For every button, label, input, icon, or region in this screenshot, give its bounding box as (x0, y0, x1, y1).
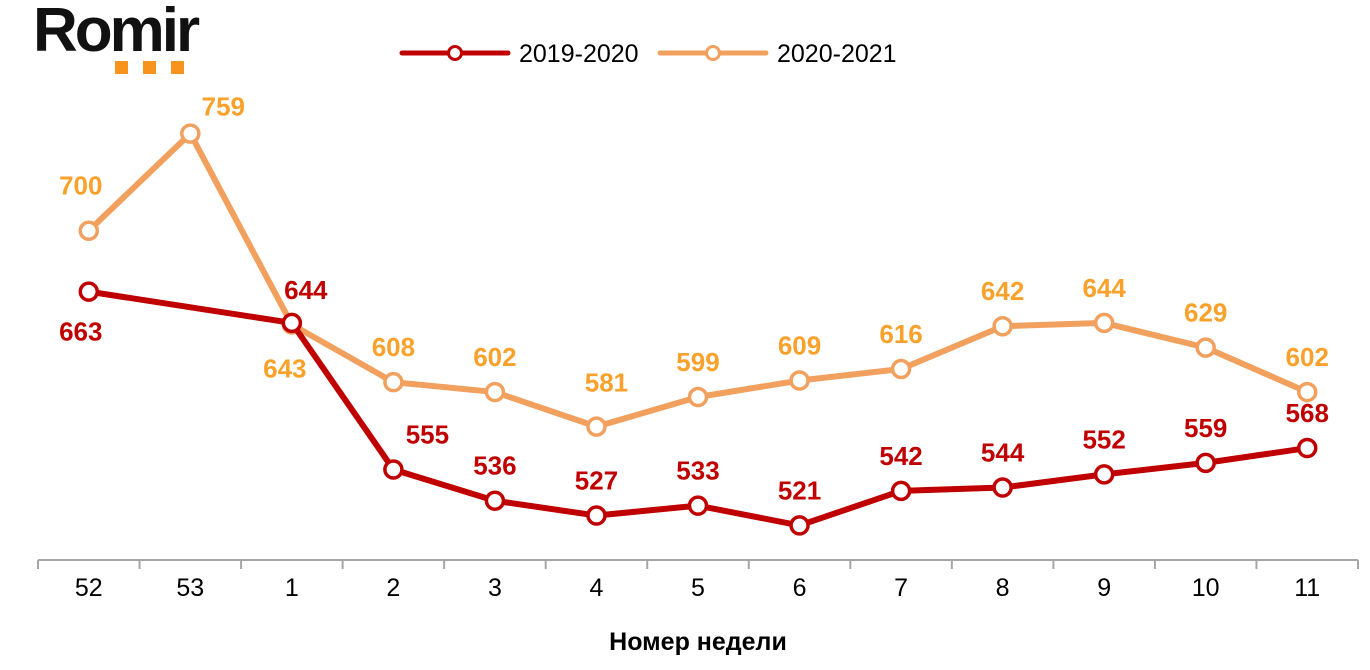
data-point-marker (687, 386, 709, 408)
data-label: 542 (879, 441, 922, 471)
data-point-marker (992, 477, 1013, 498)
data-label: 759 (202, 92, 245, 122)
x-axis-tick-label: 52 (75, 574, 103, 602)
romir-logo-text: Romir (33, 0, 200, 65)
data-point-marker (1093, 464, 1115, 485)
x-axis-tick-label: 3 (488, 574, 502, 602)
data-point-marker (992, 315, 1013, 337)
logo-dot (143, 61, 156, 74)
data-label: 609 (778, 331, 821, 361)
data-point-marker (586, 505, 607, 526)
logo-dot (115, 61, 128, 74)
x-axis-tick-label: 5 (691, 574, 705, 602)
x-axis-tick-label: 10 (1192, 574, 1220, 602)
data-point-marker (1195, 452, 1216, 474)
legend-marker (705, 45, 721, 61)
data-point-marker (281, 312, 303, 334)
data-point-marker (484, 381, 506, 403)
data-label: 521 (778, 475, 821, 505)
data-point-marker (586, 416, 607, 437)
romir-logo: Romir (33, 0, 200, 74)
legend-label: 2019-2020 (519, 40, 639, 68)
data-point-marker (383, 371, 404, 393)
data-point-marker (78, 281, 100, 302)
data-label: 616 (879, 319, 922, 349)
data-label: 608 (372, 332, 415, 362)
data-point-marker (180, 123, 201, 144)
data-point-marker (78, 220, 100, 241)
data-label: 629 (1184, 298, 1227, 328)
x-axis-tick-label: 53 (176, 574, 204, 602)
data-label: 602 (1286, 342, 1329, 372)
data-point-marker (789, 515, 810, 536)
data-point-marker (890, 358, 912, 380)
x-axis-tick-label: 11 (1294, 574, 1320, 602)
legend-marker (447, 45, 463, 61)
data-label: 544 (981, 438, 1025, 468)
data-label: 642 (981, 276, 1024, 306)
data-point-marker (1093, 312, 1115, 334)
x-axis-tick-label: 4 (590, 574, 604, 602)
data-label: 559 (1184, 413, 1227, 443)
data-point-marker (484, 490, 506, 511)
data-label: 644 (1082, 273, 1126, 303)
data-point-marker (1296, 381, 1318, 403)
data-point-marker (1296, 437, 1318, 459)
data-label: 599 (676, 347, 719, 377)
x-axis-tick-label: 8 (996, 574, 1010, 602)
data-label: 555 (406, 419, 449, 449)
data-point-marker (1195, 337, 1216, 358)
data-point-marker (789, 370, 810, 391)
data-label: 527 (575, 466, 618, 496)
data-label: 568 (1286, 398, 1329, 428)
data-point-marker (687, 495, 709, 516)
logo-dot (171, 61, 184, 74)
data-label: 644 (284, 275, 328, 305)
data-point-marker (383, 459, 404, 480)
x-axis-tick-label: 9 (1097, 574, 1111, 602)
data-label: 602 (473, 342, 516, 372)
data-label: 581 (585, 368, 628, 398)
data-label: 552 (1082, 424, 1125, 454)
romir-logo-dots (115, 61, 184, 74)
data-label: 643 (263, 354, 306, 384)
data-label: 663 (59, 317, 102, 347)
x-axis-tick-label: 2 (386, 574, 400, 602)
x-axis-tick-label: 1 (285, 574, 299, 602)
legend-label: 2020-2021 (777, 40, 897, 68)
series-line-2019-2020 (85, 288, 1311, 529)
data-label: 533 (676, 456, 719, 486)
data-label: 700 (59, 171, 102, 201)
data-point-marker (890, 480, 912, 502)
x-axis-tick-label: 6 (793, 574, 807, 602)
x-axis-tick-label: 7 (894, 574, 908, 602)
x-axis-title: Номер недели (609, 628, 787, 656)
data-label: 536 (473, 451, 516, 481)
